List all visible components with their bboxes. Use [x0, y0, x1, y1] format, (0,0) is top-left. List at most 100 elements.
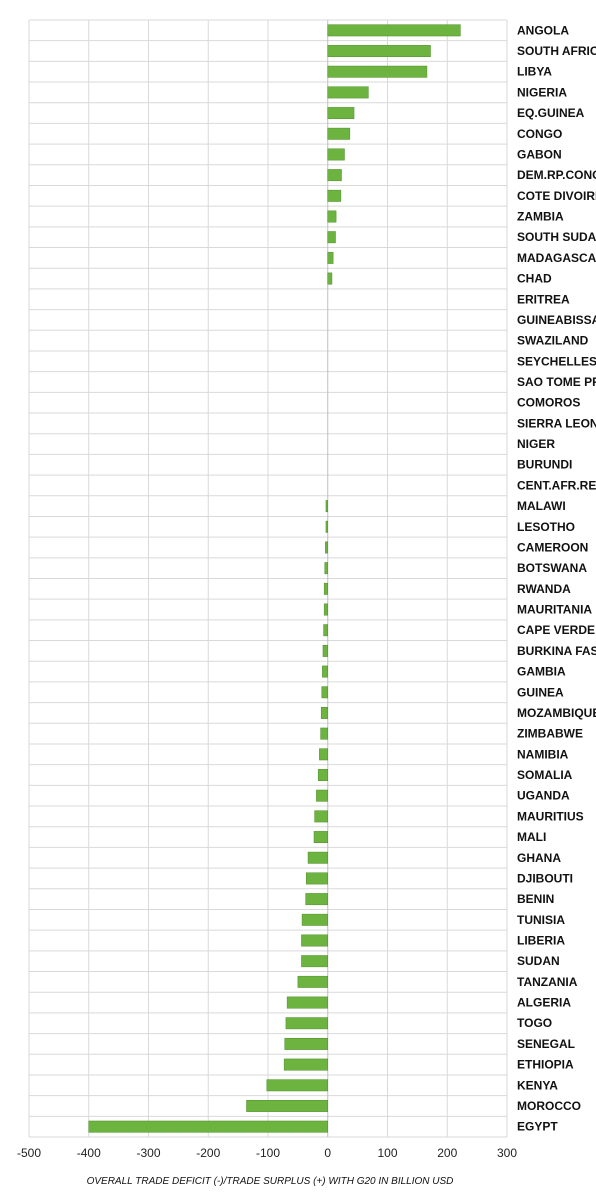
- category-label: ERITREA: [517, 292, 570, 306]
- bar-mali: [313, 831, 329, 844]
- category-label: ALGERIA: [517, 996, 571, 1010]
- category-label: MAURITIUS: [517, 809, 584, 823]
- category-label: SAO TOME PRN: [517, 375, 596, 389]
- bar-cameroon: [325, 541, 328, 554]
- x-tick-label: -500: [17, 1146, 41, 1160]
- bar-zimbabwe: [320, 727, 328, 740]
- bars: [88, 24, 461, 1133]
- bar-mauritania: [323, 603, 329, 616]
- category-label: SENEGAL: [517, 1037, 575, 1051]
- bar-cape-verde: [323, 624, 329, 637]
- category-label: GABON: [517, 147, 562, 161]
- category-label: CENT.AFR.REP: [517, 478, 596, 492]
- category-label: NIGERIA: [517, 85, 567, 99]
- vertical-gridlines: [28, 20, 508, 1137]
- category-label: NIGER: [517, 437, 555, 451]
- bar-kenya: [266, 1079, 328, 1092]
- bar-uganda: [316, 789, 328, 802]
- bar-burkina-faso: [322, 644, 329, 657]
- category-label: TOGO: [517, 1016, 552, 1030]
- bar-zambia: [327, 210, 337, 223]
- x-tick-label: 300: [497, 1146, 517, 1160]
- x-tick-labels: -500 -400 -300 -200 -100 0 100 200 300: [17, 1146, 517, 1160]
- bar-tanzania: [297, 975, 328, 988]
- category-label: MALI: [517, 830, 546, 844]
- category-label: RWANDA: [517, 582, 571, 596]
- bar-gabon: [327, 148, 345, 161]
- bar-algeria: [286, 996, 328, 1009]
- bar-namibia: [319, 748, 329, 761]
- category-label: COTE DIVOIRE: [517, 189, 596, 203]
- bar-benin: [305, 893, 328, 906]
- x-axis-label: OVERALL TRADE DEFICIT (-)/TRADE SURPLUS …: [87, 1176, 454, 1187]
- bar-sudan: [301, 955, 328, 968]
- category-label: CAPE VERDE: [517, 623, 595, 637]
- bar-morocco: [246, 1100, 329, 1112]
- category-label: EQ.GUINEA: [517, 106, 585, 120]
- x-tick-label: 0: [324, 1146, 331, 1160]
- category-label: CONGO: [517, 127, 562, 141]
- category-label: SWAZILAND: [517, 334, 589, 348]
- bar-ethiopia: [283, 1058, 329, 1071]
- bar-togo: [285, 1017, 328, 1030]
- category-label: BURKINA FASO: [517, 644, 596, 658]
- category-label: ZIMBABWE: [517, 727, 583, 741]
- bar-chad: [327, 272, 333, 285]
- category-label: ETHIOPIA: [517, 1058, 574, 1072]
- category-label: DEM.RP.CONGO: [517, 168, 596, 182]
- bar-madagascar: [327, 251, 334, 264]
- bar-eq-guinea: [327, 107, 355, 120]
- category-label: DJIBOUTI: [517, 871, 573, 885]
- category-label: ANGOLA: [517, 23, 569, 37]
- bar-lesotho: [325, 520, 328, 533]
- category-labels: ANGOLA SOUTH AFRICA LIBYA NIGERIA EQ.GUINEA C…: [517, 23, 596, 1133]
- x-tick-label: -200: [196, 1146, 220, 1160]
- category-label: MALAWI: [517, 499, 566, 513]
- bar-senegal: [284, 1037, 329, 1050]
- bar-ghana: [307, 851, 329, 864]
- bar-dem-rp-congo: [327, 169, 342, 182]
- category-label: SIERRA LEONE: [517, 416, 596, 430]
- bar-guinea: [321, 686, 328, 699]
- bar-malawi: [325, 500, 328, 513]
- category-label: TUNISIA: [517, 913, 565, 927]
- bar-gambia: [322, 665, 328, 678]
- bar-libya: [327, 65, 428, 78]
- bar-djibouti: [305, 872, 328, 885]
- category-label: COMOROS: [517, 396, 580, 410]
- category-label: LESOTHO: [517, 520, 575, 534]
- category-label: SUDAN: [517, 954, 560, 968]
- category-label: MOROCCO: [517, 1099, 581, 1113]
- bar-south-sudan: [327, 231, 336, 244]
- category-label: MOZAMBIQUE: [517, 706, 596, 720]
- bar-congo: [327, 127, 351, 140]
- category-label: SOUTH AFRICA: [517, 44, 596, 58]
- category-label: CAMEROON: [517, 540, 588, 554]
- category-label: NAMIBIA: [517, 747, 569, 761]
- category-label: CHAD: [517, 272, 552, 286]
- bar-mauritius: [314, 810, 329, 823]
- x-tick-label: -100: [256, 1146, 280, 1160]
- category-label: MAURITANIA: [517, 603, 592, 617]
- category-label: GHANA: [517, 851, 561, 865]
- category-label: BURUNDI: [517, 458, 572, 472]
- x-tick-label: 200: [437, 1146, 457, 1160]
- category-label: GUINEABISSAU: [517, 313, 596, 327]
- category-label: SEYCHELLES: [517, 354, 596, 368]
- category-label: GUINEA: [517, 685, 564, 699]
- x-tick-label: -400: [77, 1146, 101, 1160]
- bar-angola: [327, 24, 461, 37]
- bar-liberia: [301, 934, 328, 947]
- bar-mozambique: [320, 707, 328, 719]
- category-label: SOMALIA: [517, 768, 573, 782]
- category-label: MADAGASCAR: [517, 251, 596, 265]
- category-label: EGYPT: [517, 1120, 558, 1134]
- bar-tunisia: [301, 913, 328, 926]
- category-label: KENYA: [517, 1078, 558, 1092]
- bar-south-africa: [327, 45, 431, 57]
- category-label: SOUTH SUDAN: [517, 230, 596, 244]
- bar-botswana: [324, 562, 329, 575]
- category-label: LIBYA: [517, 65, 552, 79]
- category-label: LIBERIA: [517, 933, 565, 947]
- x-tick-label: 100: [377, 1146, 397, 1160]
